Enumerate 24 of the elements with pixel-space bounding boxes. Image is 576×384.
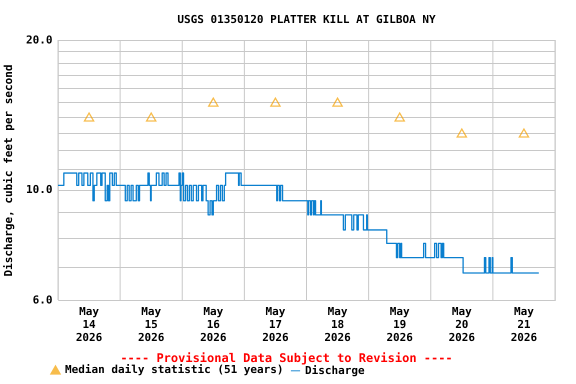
text: ---- Provisional Data Subject to Revision ---- <box>120 351 453 365</box>
y-tick-label: 10.0 <box>26 183 52 196</box>
y-axis-title: Discharge, cubic feet per second <box>2 64 16 276</box>
point <box>332 97 343 107</box>
x-tick-label: May 15 2026 <box>138 305 165 344</box>
point <box>270 97 281 107</box>
x-tick-label: May 17 2026 <box>262 305 290 344</box>
x-tick-label: May 16 2026 <box>200 305 227 344</box>
y-tick-label: 20.0 <box>26 34 52 46</box>
y-tick-label: 6.0 <box>32 294 52 306</box>
x-tick-label: May 19 2026 <box>386 305 414 344</box>
x-tick-label: May 21 2026 <box>510 305 538 344</box>
point <box>208 97 219 107</box>
point <box>394 112 405 122</box>
point <box>146 112 156 122</box>
legend-label: Median daily statistic (51 years) <box>65 362 284 376</box>
x-tick-label: May 14 2026 <box>76 305 103 344</box>
chart-title: USGS 01350120 PLATTER KILL AT GILBOA NY <box>177 13 436 26</box>
x-tick-label: May 20 2026 <box>448 305 476 344</box>
point <box>456 128 468 138</box>
point <box>518 128 530 138</box>
x-tick-label: May 18 2026 <box>324 305 352 344</box>
legend-label: Discharge <box>305 364 365 377</box>
point <box>84 112 94 122</box>
